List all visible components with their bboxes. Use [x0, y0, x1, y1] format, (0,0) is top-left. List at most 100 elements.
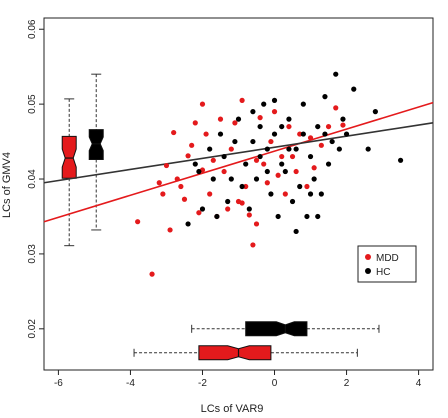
y-axis: 0.02 0.03 0.04 0.05 0.06 [27, 19, 44, 339]
point-hc [365, 146, 371, 152]
boxplots [61, 73, 380, 361]
point-hc [185, 221, 191, 227]
point-hc [322, 94, 328, 100]
y-axis-label: LCs of GMV4 [1, 152, 13, 218]
point-hc [282, 168, 288, 175]
x-tick-label: 0 [272, 378, 278, 389]
point-mdd [307, 135, 314, 141]
point-mdd [189, 142, 195, 148]
point-mdd [228, 146, 234, 152]
point-mdd [253, 157, 260, 163]
point-hc [279, 123, 285, 130]
x-tick-label: 4 [416, 378, 422, 389]
boxplot-box-hc [88, 129, 104, 161]
point-mdd [221, 168, 227, 175]
point-hc [271, 97, 278, 103]
point-hc [253, 176, 260, 182]
point-mdd [199, 101, 206, 107]
legend-label-hc: HC [376, 267, 390, 278]
point-hc [214, 213, 220, 220]
point-hc [246, 206, 252, 212]
point-hc [250, 109, 256, 115]
point-mdd [217, 116, 224, 122]
point-mdd [243, 183, 249, 190]
point-hc [264, 168, 270, 175]
point-hc [318, 191, 324, 197]
point-hc [257, 153, 263, 160]
point-hc [293, 228, 299, 235]
point-mdd [171, 129, 177, 136]
point-hc [297, 183, 303, 190]
plot-frame [43, 17, 434, 371]
point-mdd [261, 161, 267, 167]
y-tick-label: 0.05 [27, 94, 38, 114]
point-mdd [246, 212, 252, 218]
point-hc [243, 161, 249, 167]
point-hc [307, 153, 314, 160]
point-hc [207, 146, 213, 152]
point-mdd [239, 200, 245, 206]
point-mdd [192, 120, 198, 126]
legend-marker-hc [365, 268, 371, 274]
point-hc [235, 116, 242, 122]
plot-area [43, 17, 434, 371]
point-mdd [325, 123, 332, 130]
point-hc [264, 146, 270, 152]
point-mdd [333, 105, 339, 111]
point-mdd [264, 180, 270, 186]
point-mdd [286, 123, 292, 130]
y-tick-label: 0.06 [27, 19, 38, 39]
point-hc [325, 161, 332, 167]
point-hc [311, 176, 317, 182]
point-mdd [210, 157, 216, 163]
point-hc [286, 116, 292, 122]
point-hc [340, 116, 346, 122]
point-hc [196, 168, 202, 175]
point-hc [315, 213, 321, 220]
point-hc [343, 131, 350, 137]
point-hc [257, 123, 263, 130]
point-mdd [268, 138, 274, 145]
legend-marker-mdd [365, 254, 371, 260]
point-mdd [257, 115, 263, 121]
x-tick-label: 2 [344, 378, 350, 389]
point-hc [304, 213, 310, 220]
point-hc [261, 101, 267, 107]
point-mdd [167, 227, 173, 233]
point-mdd [271, 109, 278, 115]
point-mdd [297, 131, 303, 137]
point-hc [250, 138, 256, 145]
point-mdd [304, 183, 310, 190]
x-axis-label: LCs of VAR9 [201, 403, 264, 415]
point-hc [286, 146, 292, 152]
x-tick-label: -4 [126, 378, 135, 389]
point-mdd [279, 153, 285, 160]
point-mdd [318, 142, 324, 148]
point-hc [300, 131, 306, 137]
boxplot-box-hc [245, 321, 308, 337]
boxplot-box-mdd [198, 345, 272, 361]
point-hc [397, 157, 404, 163]
point-hc [268, 191, 274, 197]
point-hc [289, 198, 296, 205]
point-hc [271, 131, 278, 137]
x-tick-label: -2 [198, 378, 207, 389]
point-hc [275, 213, 281, 220]
data-points [135, 71, 404, 277]
y-tick-label: 0.03 [27, 244, 38, 264]
point-mdd [160, 191, 166, 197]
point-hc [199, 206, 206, 212]
boxplot-box-mdd [61, 135, 77, 179]
point-mdd [282, 191, 288, 197]
point-hc [351, 86, 357, 92]
point-mdd [207, 191, 213, 197]
legend-box [357, 245, 417, 283]
point-mdd [163, 162, 170, 169]
point-hc [329, 138, 335, 145]
point-mdd [149, 271, 155, 277]
legend-label-mdd: MDD [376, 253, 399, 264]
regression-line-mdd [43, 101, 434, 223]
point-mdd [181, 196, 188, 202]
point-hc [372, 109, 378, 115]
point-hc [293, 146, 299, 152]
